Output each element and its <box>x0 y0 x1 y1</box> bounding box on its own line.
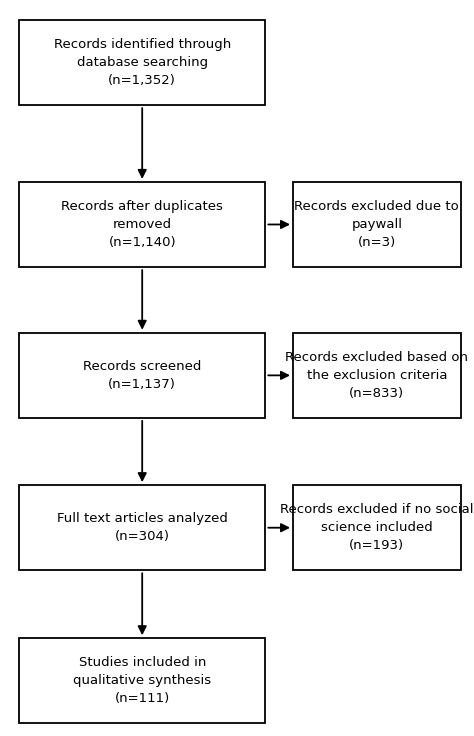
Text: Records screened
(n=1,137): Records screened (n=1,137) <box>83 360 201 391</box>
FancyBboxPatch shape <box>19 21 265 105</box>
Text: Records excluded due to
paywall
(n=3): Records excluded due to paywall (n=3) <box>294 200 459 249</box>
FancyBboxPatch shape <box>293 333 461 418</box>
Text: Records excluded if no social
science included
(n=193): Records excluded if no social science in… <box>280 503 474 552</box>
FancyBboxPatch shape <box>19 638 265 723</box>
Text: Records excluded based on
the exclusion criteria
(n=833): Records excluded based on the exclusion … <box>285 351 468 400</box>
FancyBboxPatch shape <box>19 333 265 418</box>
FancyBboxPatch shape <box>19 486 265 570</box>
FancyBboxPatch shape <box>293 486 461 570</box>
FancyBboxPatch shape <box>19 183 265 267</box>
Text: Full text articles analyzed
(n=304): Full text articles analyzed (n=304) <box>57 512 228 543</box>
Text: Records after duplicates
removed
(n=1,140): Records after duplicates removed (n=1,14… <box>61 200 223 249</box>
Text: Records identified through
database searching
(n=1,352): Records identified through database sear… <box>54 38 231 87</box>
Text: Studies included in
qualitative synthesis
(n=111): Studies included in qualitative synthesi… <box>73 657 211 705</box>
FancyBboxPatch shape <box>293 183 461 267</box>
